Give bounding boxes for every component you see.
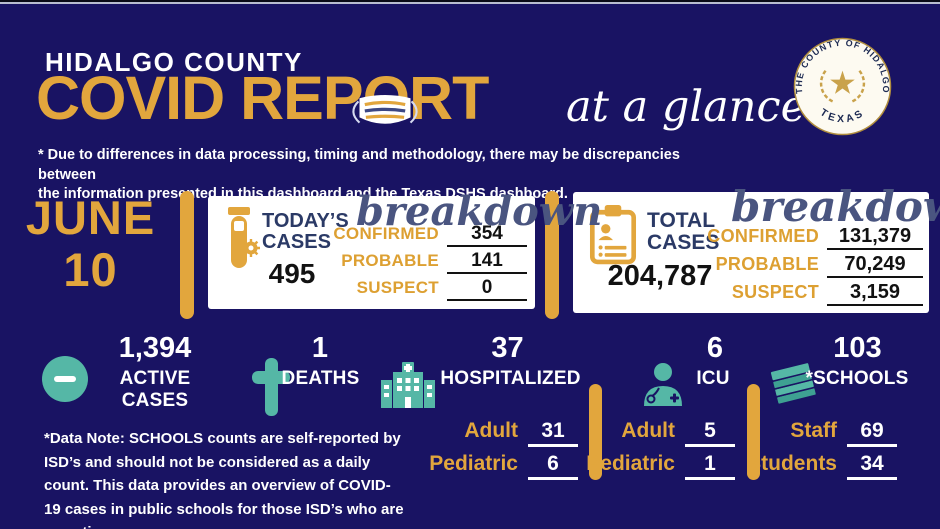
todays-cases-total: 495 xyxy=(268,258,316,289)
breakdown-row-label: CONFIRMED xyxy=(333,224,439,243)
hospitalized-label: HOSPITALIZED xyxy=(440,368,581,389)
minus-circle-icon xyxy=(42,356,88,402)
breakdown-row: CONFIRMED 354 xyxy=(328,223,527,250)
breakdown-row: PROBABLE 141 xyxy=(328,250,527,277)
face-mask-icon xyxy=(351,95,418,124)
sub-row-label: Adult xyxy=(464,419,518,442)
report-day: 10 xyxy=(63,243,118,296)
deaths-value: 1 xyxy=(311,332,329,364)
todays-cases-card: TODAY’S CASES 495 breakdown CONFIRMED 35… xyxy=(208,188,602,309)
sub-row-value: 5 xyxy=(685,419,735,447)
breakdown-script-title: breakdown xyxy=(731,182,940,231)
hospital-icon xyxy=(381,362,435,408)
title-post: RT xyxy=(409,64,489,132)
breakdown-row-label: PROBABLE xyxy=(715,254,819,274)
schools-label: *SCHOOLS xyxy=(805,368,909,389)
seal-star xyxy=(830,70,855,94)
divider-bar xyxy=(545,191,559,319)
schools-value: 103 xyxy=(833,332,882,364)
sub-row: Pediatric 6 xyxy=(429,452,578,480)
breakdown-row: SUSPECT 3,159 xyxy=(703,281,923,309)
breakdown-row-value: 70,249 xyxy=(827,253,923,278)
cross-icon xyxy=(252,358,290,416)
hospitalized-value: 37 xyxy=(491,332,524,364)
sub-row-value: 34 xyxy=(847,452,897,480)
data-note: *Data Note: SCHOOLS counts are self-repo… xyxy=(44,430,404,529)
breakdown-row-label: PROBABLE xyxy=(341,251,439,270)
county-seal-icon: THE COUNTY OF HIDALGO TEXAS xyxy=(793,38,892,136)
icu-value: 6 xyxy=(706,332,724,364)
sub-row-value: 31 xyxy=(528,419,578,447)
breakdown-row-value: 354 xyxy=(447,223,527,247)
doctor-icon xyxy=(644,363,682,406)
divider-bar xyxy=(589,384,602,480)
total-breakdown-rows: CONFIRMED 131,379 PROBABLE 70,249 SUSPEC… xyxy=(703,225,923,309)
sub-row: Adult 31 xyxy=(464,419,578,447)
hospitalized-breakdown: Adult 31 Pediatric 6 xyxy=(420,419,578,480)
breakdown-row-label: SUSPECT xyxy=(731,282,819,302)
sub-row-label: Staff xyxy=(790,419,837,442)
sub-row-label: Adult xyxy=(621,419,675,442)
sub-row-label: Pediatric xyxy=(586,452,675,475)
todays-breakdown-rows: CONFIRMED 354 PROBABLE 141 SUSPECT 0 xyxy=(328,223,527,304)
active-cases-value: 1,394 xyxy=(118,332,192,364)
breakdown-row-value: 3,159 xyxy=(827,281,923,306)
sub-row: Staff 69 xyxy=(790,419,897,447)
county-name: HIDALGO COUNTY xyxy=(45,47,303,77)
divider-bar xyxy=(180,191,194,319)
report-date: JUNE 10 xyxy=(8,192,173,296)
sub-row: Adult 5 xyxy=(621,419,735,447)
total-cases-card: TOTAL CASES 204,787 breakdown CONFIRMED … xyxy=(573,182,940,313)
sub-row-value: 1 xyxy=(685,452,735,480)
title-masked-letter: O xyxy=(351,66,418,130)
top-border-line xyxy=(0,0,940,2)
breakdown-row-value: 0 xyxy=(447,277,527,301)
breakdown-row-label: CONFIRMED xyxy=(707,226,819,246)
breakdown-row-value: 141 xyxy=(447,250,527,274)
disclaimer-line-1: * Due to differences in data processing,… xyxy=(38,147,680,183)
breakdown-row: CONFIRMED 131,379 xyxy=(703,225,923,253)
sub-row: Students 34 xyxy=(747,452,897,480)
tagline: at a glance.. xyxy=(566,82,834,132)
books-icon xyxy=(769,361,818,406)
report-month: JUNE xyxy=(25,191,156,244)
total-cases-total: 204,787 xyxy=(607,260,713,292)
breakdown-row: PROBABLE 70,249 xyxy=(703,253,923,281)
breakdown-row-value: 131,379 xyxy=(827,225,923,250)
total-cases-label: TOTAL CASES xyxy=(647,209,720,254)
sub-row-value: 6 xyxy=(528,452,578,480)
sub-row: Pediatric 1 xyxy=(586,452,735,480)
sub-row-label: Pediatric xyxy=(429,452,518,475)
clipboard-icon xyxy=(589,205,637,265)
test-tube-icon xyxy=(228,207,260,268)
deaths-label: DEATHS xyxy=(281,368,360,389)
title-pre: COVID REP xyxy=(36,64,364,132)
schools-breakdown: Staff 69 Students 34 xyxy=(740,419,897,480)
disclaimer: * Due to differences in data processing,… xyxy=(38,146,738,205)
active-cases-label: ACTIVE CASES xyxy=(119,368,191,411)
breakdown-row-label: SUSPECT xyxy=(356,278,439,297)
sub-row-label: Students xyxy=(747,452,837,475)
divider-bar xyxy=(747,384,760,480)
breakdown-row: SUSPECT 0 xyxy=(328,277,527,304)
sub-row-value: 69 xyxy=(847,419,897,447)
page-title: COVID REPO RT xyxy=(36,64,489,132)
icu-breakdown: Adult 5 Pediatric 1 xyxy=(580,419,735,480)
icu-label: ICU xyxy=(696,368,730,389)
todays-cases-label: TODAY’S CASES xyxy=(262,210,349,253)
top-accent-line xyxy=(0,2,940,4)
